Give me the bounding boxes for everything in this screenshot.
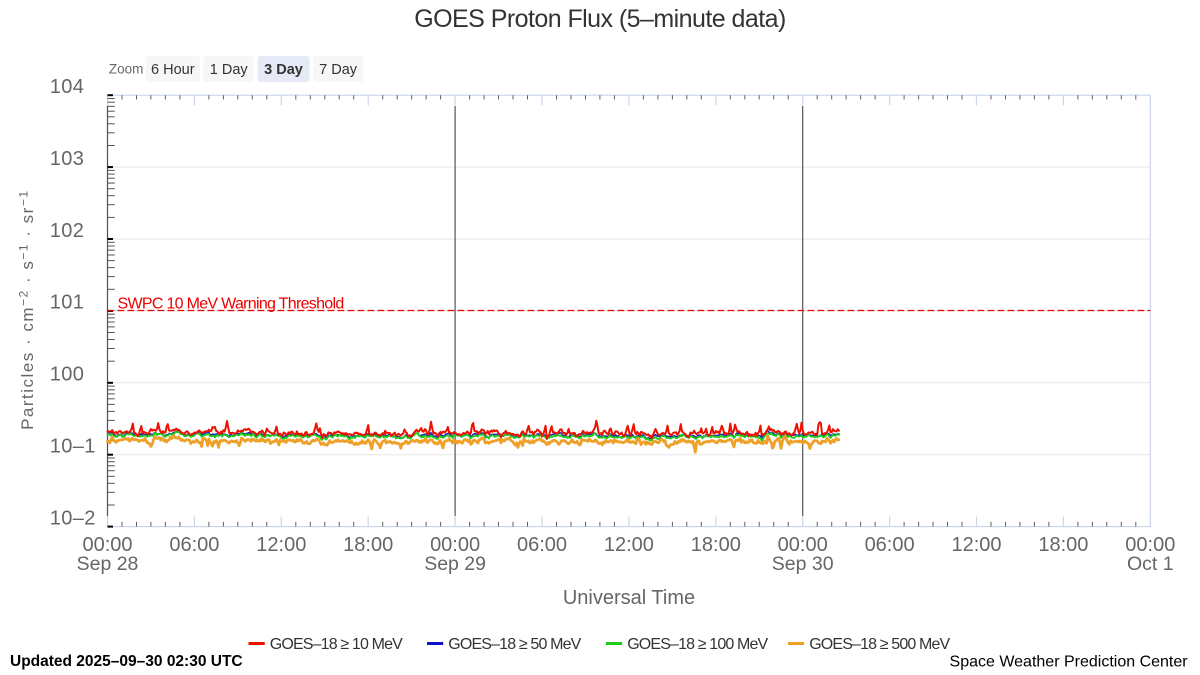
svg-text:06:00: 06:00 xyxy=(865,534,915,556)
svg-text:GOES–18 ≥ 50 MeV: GOES–18 ≥ 50 MeV xyxy=(448,636,581,653)
svg-text:12:00: 12:00 xyxy=(256,534,306,556)
svg-text:12:00: 12:00 xyxy=(604,534,654,556)
svg-text:00:00: 00:00 xyxy=(778,534,828,556)
svg-text:103: 103 xyxy=(50,148,85,170)
svg-text:101: 101 xyxy=(50,292,85,314)
svg-text:Sep 29: Sep 29 xyxy=(424,553,486,575)
svg-text:1 Day: 1 Day xyxy=(210,62,249,78)
svg-text:18:00: 18:00 xyxy=(691,534,741,556)
svg-text:18:00: 18:00 xyxy=(343,534,393,556)
svg-text:06:00: 06:00 xyxy=(517,534,567,556)
svg-text:100: 100 xyxy=(50,364,85,386)
svg-text:6 Hour: 6 Hour xyxy=(151,62,195,78)
svg-text:10–2: 10–2 xyxy=(50,507,96,529)
svg-text:18:00: 18:00 xyxy=(1038,534,1088,556)
svg-text:00:00: 00:00 xyxy=(1125,534,1175,556)
svg-text:104: 104 xyxy=(50,76,85,98)
svg-text:SWPC 10 MeV Warning Threshold: SWPC 10 MeV Warning Threshold xyxy=(118,296,344,313)
svg-text:Particles · cm−2 · s−1 · sr−1: Particles · cm−2 · s−1 · sr−1 xyxy=(17,189,38,429)
svg-text:06:00: 06:00 xyxy=(169,534,219,556)
svg-text:GOES–18 ≥ 100 MeV: GOES–18 ≥ 100 MeV xyxy=(627,636,768,653)
svg-text:Sep 28: Sep 28 xyxy=(77,553,139,575)
svg-text:00:00: 00:00 xyxy=(82,534,132,556)
svg-text:3 Day: 3 Day xyxy=(264,62,303,78)
svg-text:Oct 1: Oct 1 xyxy=(1127,553,1174,575)
svg-text:10–1: 10–1 xyxy=(50,436,96,458)
svg-text:GOES–18 ≥ 10 MeV: GOES–18 ≥ 10 MeV xyxy=(270,636,403,653)
svg-text:GOES–18 ≥ 500 MeV: GOES–18 ≥ 500 MeV xyxy=(809,636,950,653)
svg-text:Sep 30: Sep 30 xyxy=(772,553,834,575)
svg-text:Space Weather Prediction Cente: Space Weather Prediction Center xyxy=(950,654,1189,671)
svg-text:00:00: 00:00 xyxy=(430,534,480,556)
svg-text:Zoom: Zoom xyxy=(109,62,144,77)
svg-text:12:00: 12:00 xyxy=(951,534,1001,556)
svg-text:7 Day: 7 Day xyxy=(319,62,358,78)
svg-text:Updated 2025–09–30 02:30 UTC: Updated 2025–09–30 02:30 UTC xyxy=(10,653,243,670)
svg-text:102: 102 xyxy=(50,220,85,242)
svg-text:GOES Proton Flux (5–minute dat: GOES Proton Flux (5–minute data) xyxy=(414,5,785,33)
svg-text:Universal Time: Universal Time xyxy=(563,587,695,609)
